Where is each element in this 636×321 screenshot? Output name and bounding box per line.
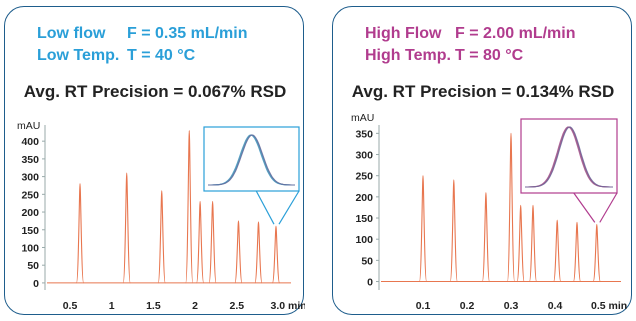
y-tick-label: 0 — [33, 278, 39, 290]
temp-value: T = 40 °C — [127, 47, 196, 64]
peak — [75, 183, 85, 284]
y-tick-label: 350 — [21, 154, 39, 166]
peak — [553, 219, 562, 283]
peak — [122, 172, 131, 284]
peak — [234, 220, 243, 284]
y-tick-label: 300 — [21, 172, 39, 184]
flow-label: Low flow — [37, 25, 106, 42]
y-tick-label: 50 — [27, 260, 39, 272]
x-tick-label: 0.4 — [548, 300, 563, 312]
y-tick-label: 350 — [355, 128, 373, 140]
rt-precision: Avg. RT Precision = 0.067% RSD — [23, 82, 287, 101]
peak — [481, 192, 490, 283]
y-tick-label: 50 — [361, 255, 373, 267]
peak — [572, 221, 582, 283]
peak — [185, 129, 194, 284]
chromatogram-left: mAU 0 50 100 150 200 250 300 350 400 0.5 1 1.5 2 2.5 3.… — [17, 120, 305, 312]
chromatogram-right: mAU 0 50 100 150 200 250 300 350 0.1 0.2 0.3 0.4 0.5 … — [351, 112, 627, 312]
x-tick-label: 0.5 — [63, 300, 78, 312]
zoom-connector — [599, 192, 618, 223]
peak — [516, 204, 525, 283]
flow-label: High Flow — [365, 25, 442, 42]
peak — [254, 221, 263, 284]
inset-peak-trace — [525, 126, 613, 188]
peak — [449, 179, 458, 283]
y-tick-label: 100 — [355, 234, 373, 246]
y-tick-label: 100 — [21, 242, 39, 254]
flow-value: F = 2.00 mL/min — [455, 25, 576, 42]
x-tick-label: 2.5 — [229, 300, 244, 312]
peak — [271, 225, 281, 284]
y-tick-label: 250 — [21, 189, 39, 201]
flow-condition: High Flow F = 2.00 mL/min — [365, 25, 575, 43]
zoom-inset — [520, 118, 618, 194]
peak — [196, 200, 205, 284]
zoom-connector — [573, 192, 596, 223]
temp-condition: Low Temp. T = 40 °C — [37, 47, 195, 65]
rt-precision: Avg. RT Precision = 0.134% RSD — [351, 82, 615, 101]
x-tick-label: 0.1 — [416, 300, 431, 312]
temp-label: Low Temp. — [37, 47, 120, 64]
temp-value: T = 80 °C — [455, 47, 524, 64]
x-tick-label: 0.2 — [460, 300, 475, 312]
right-chart-panel: High Flow F = 2.00 mL/min High Temp. T = 8… — [332, 6, 632, 315]
x-tick-label: 1.5 — [146, 300, 161, 312]
left-chart-panel: Low flow F = 0.35 mL/min Low Temp. T = 40 … — [4, 6, 305, 315]
y-tick-label: 300 — [355, 150, 373, 162]
peak — [418, 175, 428, 283]
y-tick-label: 250 — [355, 171, 373, 183]
y-tick-label: 150 — [21, 225, 39, 237]
peak — [506, 132, 516, 283]
y-axis-label: mAU — [17, 120, 40, 132]
y-tick-label: 150 — [355, 213, 373, 225]
temp-condition: High Temp. T = 80 °C — [365, 47, 523, 65]
y-tick-label: 400 — [21, 136, 39, 148]
zoom-connector — [255, 190, 275, 225]
x-tick-label: 3.0 min — [270, 300, 305, 312]
peak — [208, 200, 217, 284]
x-tick-label: 0.5 min — [591, 300, 627, 312]
y-tick-label: 0 — [367, 277, 373, 289]
x-tick-label: 0.3 — [504, 300, 519, 312]
y-axis-label: mAU — [351, 112, 374, 124]
flow-condition: Low flow F = 0.35 mL/min — [37, 25, 247, 43]
zoom-connector — [278, 190, 300, 225]
temp-label: High Temp. — [365, 47, 451, 64]
peak — [157, 190, 166, 284]
y-tick-label: 200 — [21, 207, 39, 219]
zoom-inset — [203, 126, 300, 192]
y-tick-label: 200 — [355, 192, 373, 204]
x-tick-label: 2 — [192, 300, 198, 312]
inset-peak-trace — [208, 134, 295, 186]
flow-value: F = 0.35 mL/min — [127, 25, 248, 42]
peak — [592, 223, 601, 283]
x-tick-label: 1 — [109, 300, 115, 312]
peak — [528, 204, 538, 283]
